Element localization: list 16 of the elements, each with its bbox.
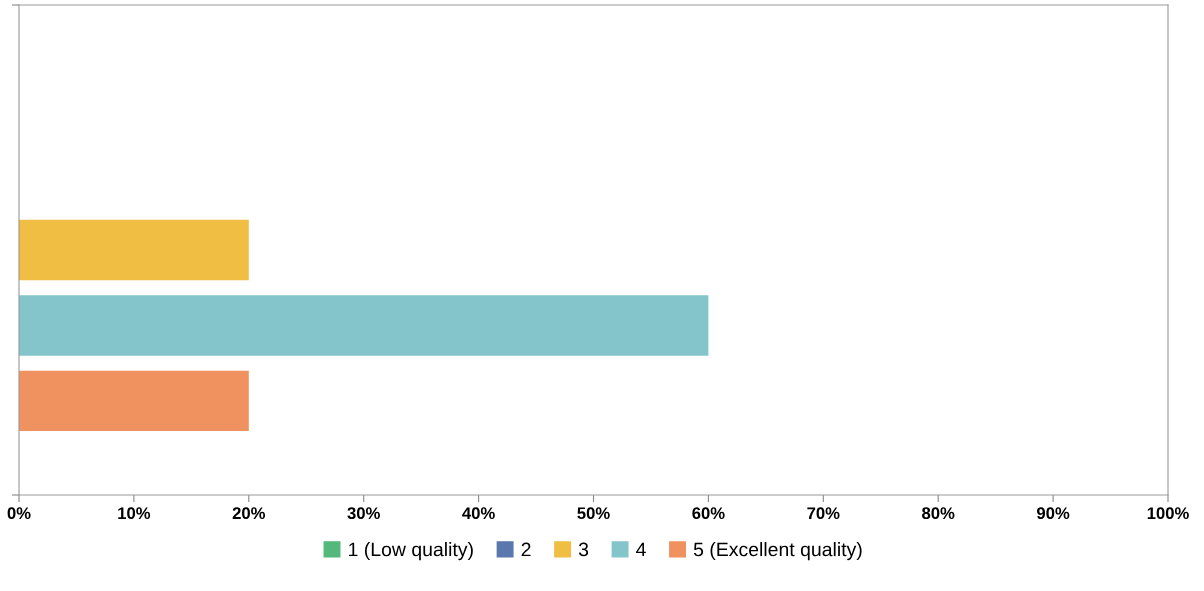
x-tick-label: 60%	[692, 507, 725, 520]
x-tick-label: 90%	[1037, 507, 1070, 520]
x-tick-label: 10%	[118, 507, 151, 520]
legend-label: 4	[636, 542, 646, 557]
legend-label: 2	[521, 542, 531, 557]
x-tick-label: 100%	[1147, 507, 1189, 520]
x-tick-label: 80%	[922, 507, 955, 520]
x-tick-label: 20%	[232, 507, 266, 520]
legend-label: 5 (Excellent quality)	[693, 542, 862, 561]
x-tick-label: 50%	[577, 507, 610, 520]
x-tick-label: 0%	[7, 507, 31, 520]
legend-label: 3	[578, 542, 589, 557]
x-tick-label: 30%	[347, 507, 380, 520]
legend-label: 1 (Low quality)	[349, 542, 473, 561]
x-tick-label: 40%	[462, 507, 495, 520]
x-tick-label: 70%	[807, 507, 840, 520]
